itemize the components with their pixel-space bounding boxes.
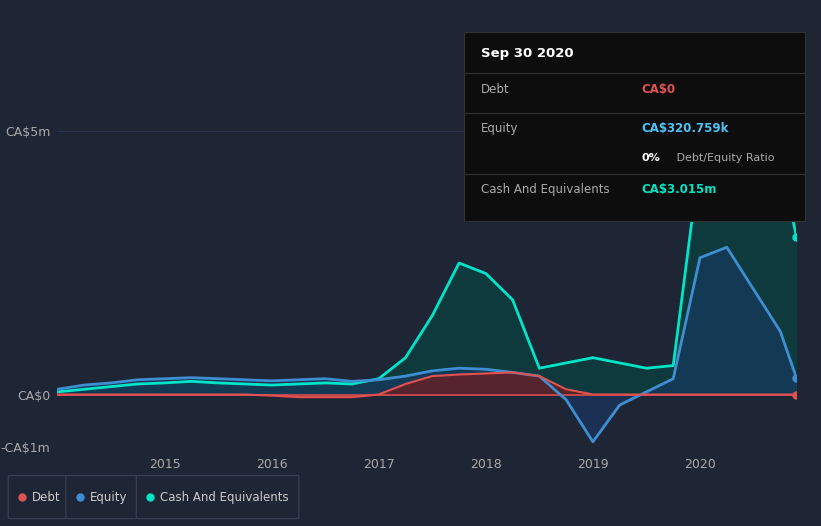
Text: CA$0: CA$0 [641, 83, 675, 96]
Text: Debt/Equity Ratio: Debt/Equity Ratio [673, 153, 775, 163]
Text: Debt: Debt [481, 83, 510, 96]
Text: Sep 30 2020: Sep 30 2020 [481, 47, 574, 60]
Text: Equity: Equity [481, 123, 518, 136]
Text: Equity: Equity [89, 491, 127, 503]
Text: CA$3.015m: CA$3.015m [641, 183, 717, 196]
FancyBboxPatch shape [8, 476, 68, 519]
Text: Cash And Equivalents: Cash And Equivalents [481, 183, 609, 196]
Text: Debt: Debt [32, 491, 61, 503]
Text: CA$320.759k: CA$320.759k [641, 123, 728, 136]
Text: 0%: 0% [641, 153, 660, 163]
Text: Cash And Equivalents: Cash And Equivalents [160, 491, 288, 503]
FancyBboxPatch shape [66, 476, 139, 519]
FancyBboxPatch shape [136, 476, 299, 519]
